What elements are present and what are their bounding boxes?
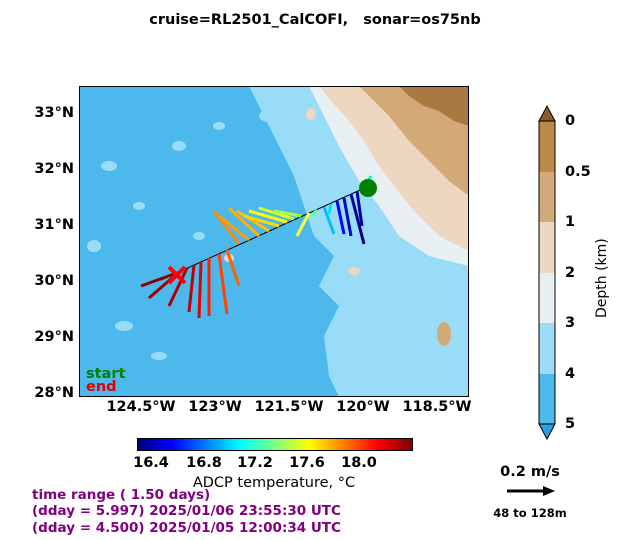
end-marker (167, 265, 187, 285)
map-canvas (79, 86, 469, 397)
plot-title: cruise=RL2501_CalCOFI, sonar=os75nb (149, 12, 481, 28)
land-mid-area (359, 86, 469, 196)
land-high-area (399, 86, 469, 126)
temp-tick-17-6: 17.6 (289, 455, 325, 471)
cruise-track (160, 185, 370, 281)
scale-label: 0.2 m/s (500, 464, 560, 480)
depth-tick-2: 2 (565, 265, 576, 281)
depth-tick-5: 5 (565, 416, 576, 432)
scale-arrow-icon (507, 486, 555, 496)
depth-tick-4: 4 (565, 366, 576, 382)
start-marker (359, 179, 377, 197)
temp-tick-18-0: 18.0 (341, 455, 377, 471)
temperature-axis-label: ADCP temperature, °C (192, 475, 356, 491)
lon-label-123: 123°W (188, 399, 242, 415)
scale-depth-range: 48 to 128m (493, 506, 567, 520)
lon-label-121-5: 121.5°W (254, 399, 324, 415)
lat-label-33: 33°N (34, 105, 74, 121)
lat-label-28: 28°N (34, 385, 74, 401)
depth-tick-1: 1 (565, 214, 576, 230)
depth-tick-0-5: 0.5 (565, 164, 591, 180)
lon-label-118-5: 118.5°W (402, 399, 472, 415)
lat-label-31: 31°N (34, 217, 74, 233)
lon-label-124-5: 124.5°W (106, 399, 176, 415)
start-label: start (86, 366, 126, 382)
depth-tick-3: 3 (565, 315, 576, 331)
lon-label-120: 120°W (336, 399, 390, 415)
lat-label-32: 32°N (34, 161, 74, 177)
time-range-text: time range ( 1.50 days) (32, 487, 211, 503)
time-end-text: (dday = 5.997) 2025/01/06 23:55:30 UTC (32, 503, 341, 519)
temperature-colorbar (137, 438, 413, 451)
depth-axis-label: Depth (km) (594, 238, 610, 318)
map-panel: start end (79, 86, 469, 397)
map-frame (79, 86, 469, 397)
end-label: end (86, 379, 117, 395)
depth-colorbar (538, 104, 556, 441)
time-start-text: (dday = 4.500) 2025/01/05 12:00:34 UTC (32, 520, 341, 536)
temp-tick-16-4: 16.4 (133, 455, 169, 471)
temp-tick-17-2: 17.2 (237, 455, 273, 471)
depth-tick-0: 0 (565, 113, 576, 129)
temp-tick-16-8: 16.8 (186, 455, 222, 471)
lat-label-29: 29°N (34, 329, 74, 345)
lat-label-30: 30°N (34, 273, 74, 289)
